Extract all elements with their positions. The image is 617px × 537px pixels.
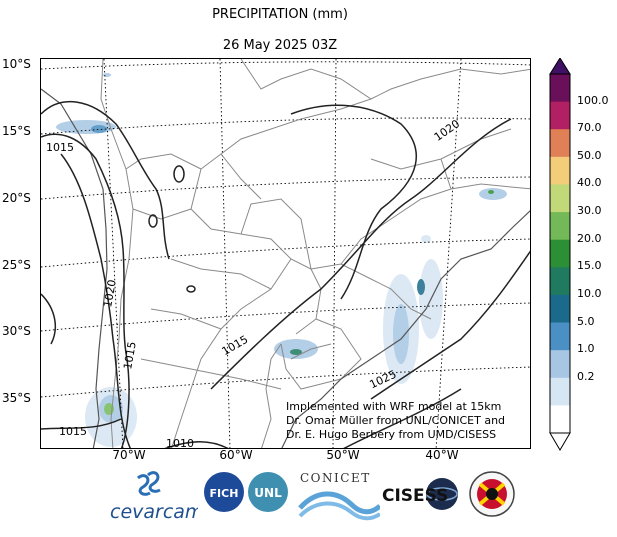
colorbar-max-arrow <box>549 58 571 75</box>
isobars <box>41 100 530 448</box>
lat-label-35s: 35°S <box>2 391 31 405</box>
isobar-label: 1015 <box>46 141 74 154</box>
map-canvas <box>41 59 530 448</box>
fich-logo: FICH <box>203 470 245 525</box>
colorbar-bin <box>550 405 570 434</box>
colorbar-tick-label: 100.0 <box>577 93 609 107</box>
colorbar-bin <box>550 101 570 130</box>
isobar-label: 1015 <box>59 425 87 438</box>
cisess-wordmark: CISESS <box>382 486 448 506</box>
colorbar-tick-label: 15.0 <box>577 259 602 273</box>
cisess-logo: CISESS <box>380 470 464 525</box>
cevarcam-wordmark: cevarcam <box>110 501 198 523</box>
colorbar-bin <box>550 377 570 406</box>
lat-label-30s: 30°S <box>2 324 31 338</box>
colorbar-tick-label: 70.0 <box>577 121 602 135</box>
precipitation-map: 1015 1020 1015 1020 1015 1025 1015 1010 <box>40 58 531 449</box>
colorbar-bin <box>550 74 570 103</box>
map-title: PRECIPITATION (mm) <box>212 7 348 22</box>
coastline <box>41 88 530 448</box>
lon-label-50w: 50°W <box>326 448 360 462</box>
model-attribution: Implemented with WRF model at 15km Dr. O… <box>286 400 506 441</box>
colorbar-tick-label: 40.0 <box>577 176 602 190</box>
unl-logo: UNL <box>246 470 290 525</box>
lat-label-10s: 10°S <box>2 57 31 71</box>
unl-wordmark: UNL <box>254 486 282 500</box>
map-timestamp: 26 May 2025 03Z <box>222 38 338 53</box>
country-borders <box>100 59 530 448</box>
colorbar-tick-label: 50.0 <box>577 148 602 162</box>
colorbar-bin <box>550 267 570 296</box>
lat-label-15s: 15°S <box>2 124 31 138</box>
cevarcam-logo: cevarcam <box>108 470 203 525</box>
conicet-logo: CONICET <box>296 470 382 525</box>
fich-wordmark: FICH <box>210 487 239 500</box>
lon-label-70w: 70°W <box>112 448 146 462</box>
lat-label-20s: 20°S <box>2 191 31 205</box>
colorbar-bins <box>550 74 570 434</box>
colorbar-bin <box>550 212 570 241</box>
colorbar-bin <box>550 350 570 379</box>
colorbar-bin <box>550 322 570 351</box>
colorbar-tick-label: 10.0 <box>577 286 602 300</box>
colorbar-bin <box>550 156 570 185</box>
isobar-label: 1010 <box>166 437 194 449</box>
colorbar-tick-label: 0.2 <box>577 369 595 383</box>
lat-label-25s: 25°S <box>2 258 31 272</box>
umd-seal <box>468 470 518 525</box>
colorbar-bin <box>550 184 570 213</box>
colorbar-tick-label: 30.0 <box>577 204 602 218</box>
colorbar-bin <box>550 129 570 158</box>
colorbar-bin <box>550 239 570 268</box>
colorbar <box>549 58 571 451</box>
lon-label-40w: 40°W <box>425 448 459 462</box>
colorbar-tick-label: 1.0 <box>577 342 595 356</box>
colorbar-min-arrow <box>549 432 571 451</box>
colorbar-tick-label: 5.0 <box>577 314 595 328</box>
lon-label-60w: 60°W <box>219 448 253 462</box>
colorbar-tick-label: 20.0 <box>577 231 602 245</box>
colorbar-bin <box>550 294 570 324</box>
graticule <box>41 59 530 448</box>
conicet-wordmark: CONICET <box>300 471 371 485</box>
